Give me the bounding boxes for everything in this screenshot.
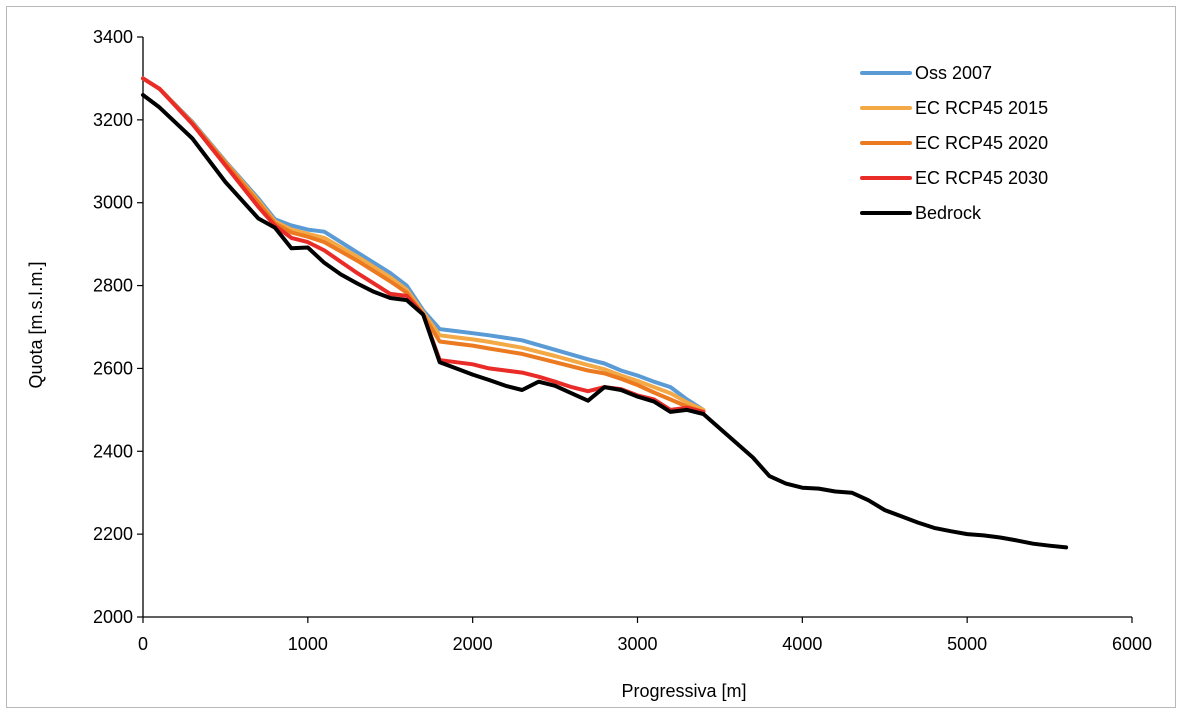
series-line-ec-rcp45-2030 bbox=[141, 76, 706, 414]
x-tick-label: 3000 bbox=[617, 634, 657, 654]
x-tick-label: 2000 bbox=[453, 634, 493, 654]
axes: 2000 2200 2400 2600 2800 3000 3200 3400 0 1000 200… bbox=[93, 27, 1152, 654]
y-tick-label: 3000 bbox=[93, 193, 133, 213]
x-tick-label: 4000 bbox=[782, 634, 822, 654]
legend: Oss 2007 EC RCP45 2015 EC RCP45 2020 EC RCP… bbox=[860, 63, 1048, 223]
legend-label: EC RCP45 2030 bbox=[915, 168, 1048, 188]
x-axis-title: Progressiva [m] bbox=[621, 681, 746, 701]
x-tick-label: 6000 bbox=[1112, 634, 1152, 654]
x-tick-label: 1000 bbox=[288, 634, 328, 654]
x-tick-label: 5000 bbox=[947, 634, 987, 654]
y-tick-label: 2800 bbox=[93, 276, 133, 296]
legend-label: Bedrock bbox=[915, 203, 982, 223]
y-tick-label: 2600 bbox=[93, 358, 133, 378]
series-line-oss-2007 bbox=[141, 76, 706, 412]
series-line-ec-rcp45-2020 bbox=[141, 76, 706, 414]
y-tick-label: 2400 bbox=[93, 441, 133, 461]
series-line-bedrock bbox=[141, 93, 1069, 550]
y-tick-label: 2000 bbox=[93, 607, 133, 627]
series-line-ec-rcp45-2015 bbox=[141, 76, 706, 412]
y-tick-label: 3400 bbox=[93, 27, 133, 47]
y-tick-label: 3200 bbox=[93, 110, 133, 130]
chart-frame bbox=[6, 6, 1176, 708]
legend-label: Oss 2007 bbox=[915, 63, 992, 83]
legend-label: EC RCP45 2020 bbox=[915, 133, 1048, 153]
series-layer bbox=[141, 76, 1069, 550]
legend-label: EC RCP45 2015 bbox=[915, 98, 1048, 118]
y-tick-label: 2200 bbox=[93, 524, 133, 544]
x-tick-label: 0 bbox=[138, 634, 148, 654]
y-axis-title: Quota [m.s.l.m.] bbox=[26, 261, 46, 388]
